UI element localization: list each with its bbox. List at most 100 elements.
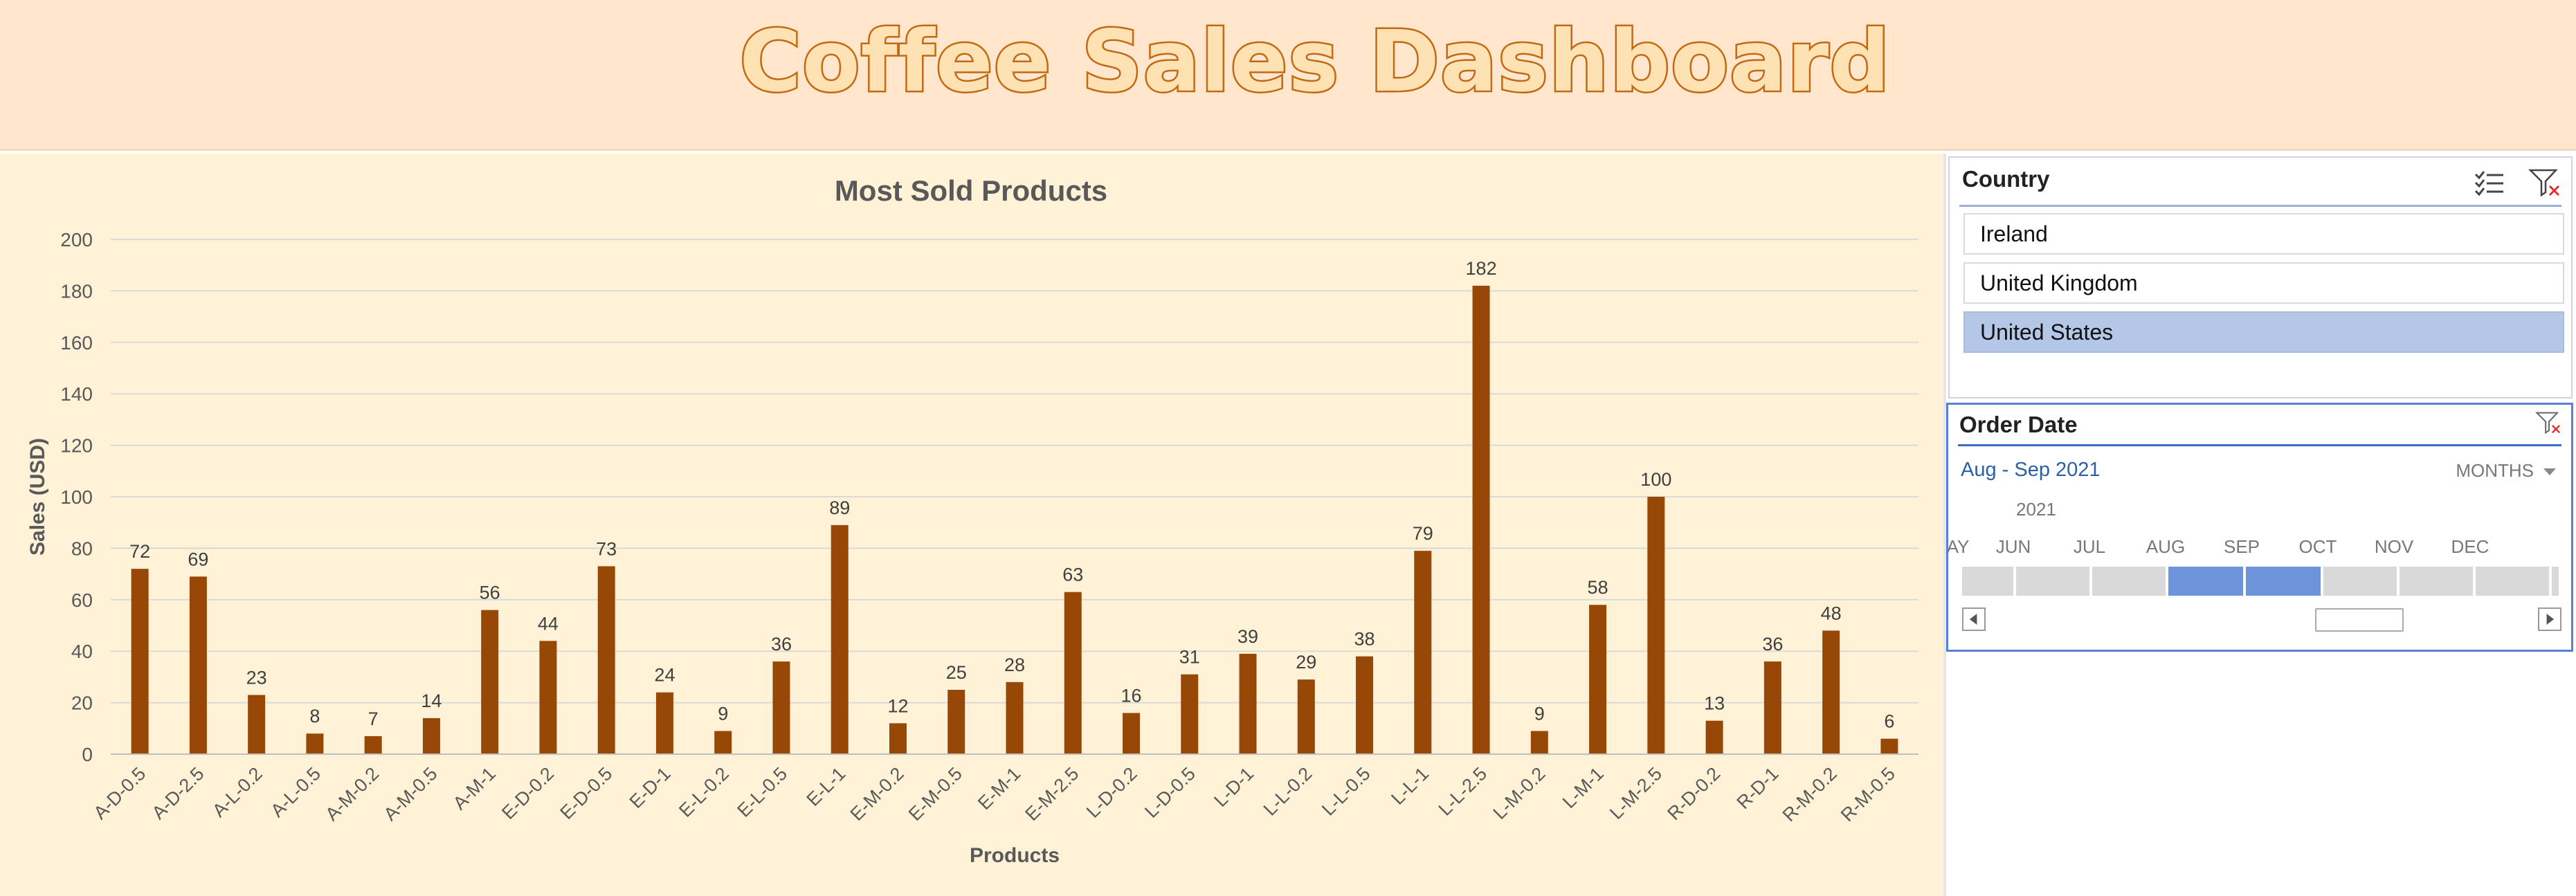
x-tick-label: E-M-2.5 (1021, 763, 1082, 825)
x-tick-label: A-D-2.5 (148, 763, 208, 823)
x-tick-label: A-D-0.5 (89, 763, 149, 823)
chevron-down-icon[interactable] (2543, 468, 2556, 475)
country-item-united-kingdom[interactable]: United Kingdom (1963, 262, 2564, 304)
bar-L-L-2.5 (1472, 285, 1490, 754)
y-tick-label: 180 (60, 280, 93, 302)
bar-R-M-0.5 (1880, 738, 1898, 754)
x-tick-label: L-D-0.5 (1141, 763, 1199, 822)
y-tick-label: 140 (60, 383, 93, 405)
data-label: 14 (421, 691, 442, 711)
data-label: 38 (1354, 629, 1375, 650)
y-tick-label: 60 (71, 589, 93, 611)
x-tick-label: L-D-0.2 (1082, 763, 1141, 822)
data-label: 56 (480, 583, 500, 603)
country-slicer[interactable]: Country Ireland United Kingdom United St… (1948, 156, 2573, 399)
timeline-bar-jun[interactable] (2016, 567, 2089, 596)
x-tick-label: A-L-0.5 (266, 763, 325, 821)
scroll-right-icon[interactable] (2538, 607, 2561, 631)
data-label: 182 (1466, 258, 1497, 279)
x-tick-label: E-L-0.5 (733, 763, 791, 821)
bar-A-D-0.5 (131, 569, 149, 754)
bar-A-M-0.2 (364, 735, 382, 754)
bar-E-D-1 (655, 692, 673, 754)
bar-L-M-0.2 (1530, 731, 1548, 754)
scroll-left-icon[interactable] (1962, 607, 1986, 631)
y-tick-label: 80 (71, 538, 93, 559)
multi-select-icon[interactable] (2473, 167, 2507, 198)
data-label: 7 (368, 708, 379, 729)
order-date-slicer[interactable]: Order Date Aug - Sep 2021 MONTHS 2021 AY… (1946, 403, 2573, 652)
x-tick-label: L-L-2.5 (1435, 763, 1491, 820)
bar-L-M-2.5 (1647, 497, 1665, 754)
bar-E-D-0.5 (597, 566, 615, 754)
data-label: 73 (596, 538, 617, 559)
data-label: 23 (246, 667, 267, 688)
month-label: JUL (2073, 536, 2106, 557)
bar-L-D-0.2 (1123, 713, 1141, 754)
data-label: 79 (1413, 523, 1433, 544)
x-tick-label: L-M-0.2 (1489, 763, 1550, 823)
country-item-united-states[interactable]: United States (1963, 311, 2564, 353)
bar-L-L-0.2 (1297, 679, 1315, 754)
x-tick-label: L-L-0.5 (1318, 763, 1375, 820)
x-tick-label: R-D-0.2 (1663, 763, 1724, 824)
data-label: 36 (1762, 634, 1783, 655)
timeline-bar-nov[interactable] (2400, 567, 2473, 596)
x-axis-label: Products (970, 844, 1060, 867)
panel-divider (1943, 154, 1946, 896)
x-tick-label: A-M-0.5 (380, 763, 442, 825)
bar-A-M-0.5 (422, 717, 440, 754)
bar-E-M-2.5 (1064, 592, 1082, 754)
chart-title: Most Sold Products (835, 174, 1107, 207)
data-label: 25 (946, 662, 967, 683)
time-level-label[interactable]: MONTHS (2456, 460, 2534, 481)
data-label: 36 (771, 634, 792, 655)
timeline-bar-aug[interactable] (2168, 567, 2243, 596)
date-range-label: Aug - Sep 2021 (1961, 459, 2101, 481)
bar-A-D-2.5 (189, 576, 207, 754)
data-label: 6 (1884, 711, 1894, 732)
bar-E-M-0.5 (947, 690, 965, 754)
timeline-bar-next[interactable] (2552, 567, 2559, 596)
timeline-bar-sep[interactable] (2246, 567, 2321, 596)
x-tick-label: E-D-0.5 (556, 763, 616, 823)
data-label: 100 (1640, 469, 1671, 490)
dashboard-title: Coffee Sales Dashboard (738, 11, 1892, 113)
dashboard-banner: Coffee Sales Dashboard (0, 0, 2576, 151)
x-tick-label: E-M-0.5 (905, 763, 966, 825)
y-tick-label: 160 (60, 332, 93, 354)
most-sold-products-chart[interactable]: Most Sold Products 0 20 40 60 80 100 120 140 160 1… (0, 154, 1943, 896)
x-tick-label: R-D-1 (1732, 763, 1782, 813)
data-label: 29 (1296, 652, 1316, 673)
bar-L-M-1 (1589, 605, 1607, 754)
y-tick-label: 0 (82, 744, 93, 765)
month-label: AUG (2146, 536, 2186, 557)
data-label: 63 (1062, 565, 1083, 585)
country-item-ireland[interactable]: Ireland (1963, 213, 2564, 255)
data-label: 89 (829, 497, 850, 518)
data-label: 69 (188, 549, 208, 569)
x-tick-label: E-M-0.2 (846, 763, 908, 825)
order-date-slicer-header: Order Date (1959, 412, 2078, 437)
country-slicer-header: Country (1962, 166, 2050, 192)
timeline-bar-jul[interactable] (2092, 567, 2166, 596)
data-label: 13 (1704, 693, 1725, 714)
y-axis-label: Sales (USD) (26, 438, 49, 556)
timeline-bar-oct[interactable] (2323, 567, 2397, 596)
month-label: SEP (2223, 536, 2260, 557)
data-label: 58 (1588, 577, 1608, 598)
timeline-bar-may[interactable] (1962, 567, 2013, 596)
timeline-bar-dec[interactable] (2476, 567, 2549, 596)
data-label: 28 (1004, 655, 1025, 675)
year-label: 2021 (2016, 499, 2056, 520)
bar-L-D-0.5 (1181, 674, 1199, 754)
timeline-scrollbar[interactable] (2315, 608, 2404, 632)
clear-filter-icon[interactable] (2528, 167, 2563, 198)
clear-filter-icon[interactable] (2535, 410, 2563, 435)
y-tick-label: 20 (71, 693, 93, 714)
x-tick-label: L-D-1 (1210, 763, 1258, 811)
bar-E-D-0.2 (539, 641, 557, 754)
x-tick-label: E-M-1 (974, 763, 1024, 814)
month-label: JUN (1995, 536, 2031, 557)
x-tick-label: L-M-1 (1559, 763, 1608, 812)
